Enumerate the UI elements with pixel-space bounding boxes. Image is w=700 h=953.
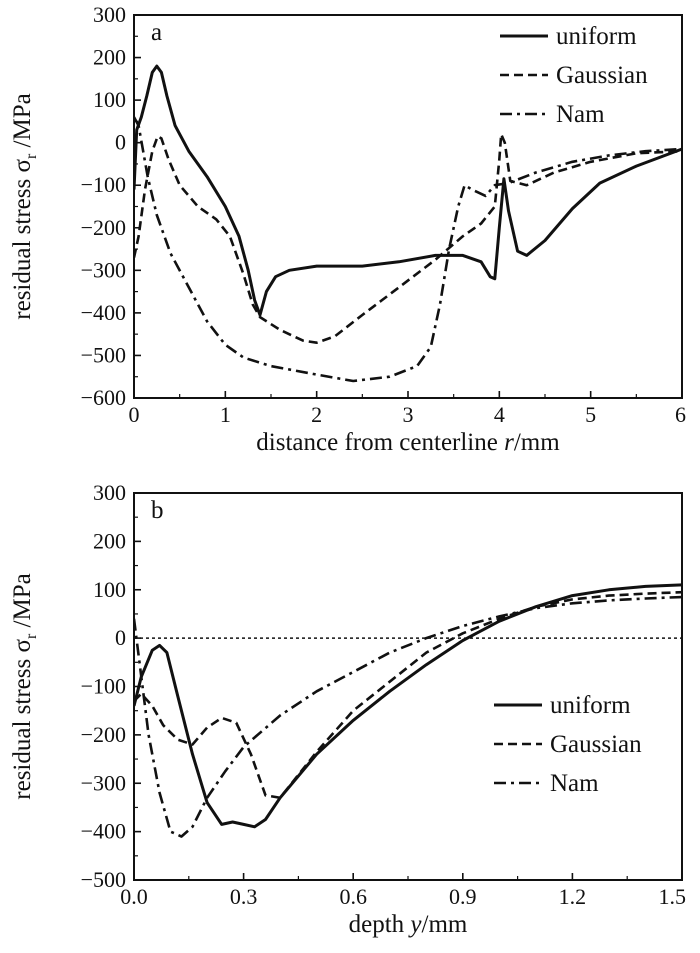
y-tick-label: −300 [81, 257, 126, 282]
legend-label-uniform: uniform [550, 692, 631, 719]
x-axis-label-part: depth [349, 911, 411, 938]
y-tick-label: 100 [93, 577, 126, 602]
y-tick-label: 100 [93, 87, 126, 112]
y-tick-label: −400 [81, 819, 126, 844]
legend-label-nam: Nam [556, 101, 605, 128]
y-tick-label: 300 [93, 2, 126, 27]
x-axis-label-part: /mm [514, 429, 560, 456]
y-tick-label: −200 [81, 215, 126, 240]
x-axis-label-part: /mm [422, 911, 468, 938]
y-tick-label: −500 [81, 342, 126, 367]
x-tick-label: 1.5 [659, 884, 687, 909]
x-tick-label: 1.2 [559, 884, 587, 909]
series-line-uniform [134, 583, 682, 829]
series-line-gaussian [134, 132, 682, 344]
x-tick-label: 4 [494, 402, 505, 427]
series-line-nam [134, 595, 682, 838]
x-tick-label: 0.6 [339, 884, 367, 909]
y-axis-label-part: /MPa [9, 573, 36, 633]
y-tick-label: −600 [81, 385, 126, 410]
y-tick-label: −200 [81, 722, 126, 747]
y-tick-label: 0 [115, 130, 126, 155]
panel-b: 0.0 0.3 0.6 0.9 1.2 1.5 300 200 100 0 −100 −200 −300… [9, 480, 686, 938]
y-axis-label-part: /MPa [9, 93, 36, 153]
x-tick-label: 0 [129, 402, 140, 427]
legend-label-gaussian: Gaussian [550, 731, 642, 758]
y-tick-label: 200 [93, 45, 126, 70]
x-axis-label: distance from centerline r/mm [256, 429, 560, 456]
panel-a: 0 1 2 3 4 5 6 300 200 100 0 −100 −200 −300 −400 −500 −60… [9, 2, 686, 456]
x-axis-label-part: distance from centerline [256, 429, 504, 456]
x-tick-label: 5 [585, 402, 596, 427]
legend-label-uniform: uniform [556, 23, 637, 50]
series-line-nam [134, 116, 682, 383]
panel-label: b [151, 497, 164, 524]
y-axis-label-part: residual stress σ [9, 159, 36, 320]
x-tick-label: 2 [311, 402, 322, 427]
y-tick-label: −400 [81, 300, 126, 325]
y-tick-label: −500 [81, 867, 126, 892]
x-tick-label: 0.0 [120, 884, 148, 909]
y-tick-label: −100 [81, 172, 126, 197]
plot-frame [133, 492, 683, 881]
y-axis-label: residual stress σr /MPa [9, 93, 40, 319]
series-line-uniform [134, 64, 682, 317]
y-axis-label: residual stress σr /MPa [9, 573, 40, 799]
x-axis-label: depth y/mm [349, 911, 468, 938]
x-tick-label: 0.3 [230, 884, 258, 909]
y-tick-label: −100 [81, 674, 126, 699]
y-axis-label-part: r [23, 633, 40, 639]
y-tick-label: 200 [93, 528, 126, 553]
x-tick-label: 6 [675, 402, 686, 427]
y-axis-label-part: residual stress σ [9, 639, 36, 800]
x-tick-label: 3 [403, 402, 414, 427]
x-tick-label: 1 [220, 402, 231, 427]
y-axis-label-part: r [23, 153, 40, 159]
y-tick-label: −300 [81, 770, 126, 795]
x-tick-label: 0.9 [449, 884, 477, 909]
x-axis-label-part: y [407, 911, 422, 938]
y-tick-label: 0 [115, 625, 126, 650]
y-tick-label: 300 [93, 480, 126, 505]
panel-label: a [151, 19, 162, 46]
legend-label-gaussian: Gaussian [556, 62, 648, 89]
series-line-gaussian [134, 590, 682, 800]
legend-label-nam: Nam [550, 770, 599, 797]
x-axis-label-part: r [504, 429, 514, 456]
